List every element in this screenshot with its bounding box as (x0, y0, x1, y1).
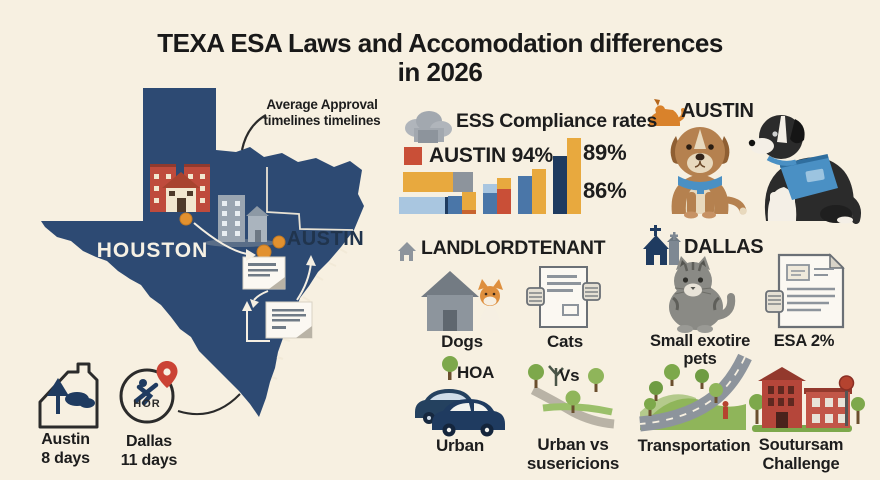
bar (532, 169, 546, 214)
esa-dog-illustration (748, 115, 861, 224)
dallas-timeline-label: Dallas 11 days (110, 432, 188, 470)
bar-cap (497, 178, 511, 189)
challenge-line2: Challenge (762, 455, 840, 473)
bar (567, 138, 581, 214)
church-icon (643, 225, 681, 265)
bar-cap (483, 184, 497, 193)
austin-timeline-days: 8 days (41, 450, 90, 467)
map-label-houston: HOUSTON (96, 239, 209, 262)
bar-base (462, 210, 476, 214)
urban-label: Urban (435, 436, 485, 455)
cats-item-icon (526, 266, 601, 328)
map-annotation: Average Approval timelines timelines (252, 97, 392, 129)
vs-text: Vs (559, 366, 580, 385)
location-pin-icon (156, 361, 178, 388)
bar-group (483, 178, 511, 214)
dallas-timeline-city: Dallas (126, 433, 172, 450)
challenge-line1: Soutursam (758, 436, 844, 454)
bar (483, 184, 497, 214)
gray-buildings-illustration (204, 195, 276, 247)
dogs-label: Dogs (441, 332, 483, 351)
urban-vs-line2: susericions (526, 454, 620, 473)
red-buildings-illustration (150, 164, 210, 212)
cats-label: Cats (546, 332, 584, 351)
puppy-illustration (670, 127, 747, 219)
small-exotic-pets-label: Small exotire pets (649, 332, 751, 369)
urban-vs-line1: Urban vs (537, 435, 609, 454)
dallas-section-heading: DALLAS (684, 236, 764, 258)
rate-value-bottom: 86% (583, 178, 627, 203)
rate-value-top: 89% (583, 140, 627, 165)
austin-section-heading: AUSTIN (681, 100, 754, 122)
austin-timeline-city: Austin (41, 431, 90, 448)
bar (448, 196, 462, 214)
austin-house-icon (38, 362, 99, 429)
challenge-label: Soutursam Challenge (750, 436, 852, 474)
esa-document-icon (765, 253, 845, 329)
austin-dog-icon (649, 99, 686, 126)
map-annotation-line1: Average Approval (266, 97, 378, 112)
legend-swatch-austin (404, 147, 422, 165)
cloud-icon (405, 111, 452, 143)
bar (462, 192, 476, 214)
urban-icon (415, 356, 505, 437)
hoa-badge: HOR (133, 398, 161, 410)
gray-cat-illustration (669, 256, 736, 333)
chart-title: ESS Compliance rates (456, 110, 657, 132)
house-icon (398, 242, 416, 261)
challenge-buildings-icon (749, 367, 865, 432)
annotation-connector-line (240, 114, 267, 151)
transportation-label: Transportation (637, 437, 751, 455)
map-label-austin: AUSTIN (286, 228, 365, 250)
bar (553, 156, 567, 214)
transportation-icon (639, 353, 752, 432)
map-document-cards (242, 256, 313, 339)
bar-group (518, 169, 546, 214)
austin-timeline-label: Austin 8 days (28, 430, 103, 468)
urban-vs-icon (528, 364, 615, 429)
map-annotation-line2: timelines timelines (263, 113, 381, 128)
esa-percent-label: ESA 2% (773, 332, 835, 350)
bar (497, 178, 511, 214)
poster-title-line2: in 2026 (397, 57, 483, 87)
map-route-dots (179, 212, 286, 260)
bar (518, 176, 532, 214)
dallas-hoa-circle-icon (119, 368, 241, 424)
dallas-timeline-days: 11 days (120, 452, 178, 469)
map-route-arrows (193, 222, 316, 342)
chart-legend-label: AUSTIN 94% (429, 144, 554, 167)
dogs-item-icon (421, 271, 503, 331)
bar-group (553, 138, 581, 214)
hoa-text: HOA (457, 363, 495, 382)
landlord-heading: LANDLORDTENANT (421, 237, 606, 259)
bar-group (448, 192, 476, 214)
poster-title-line1: TEXA ESA Laws and Accomodation differenc… (157, 28, 723, 58)
urban-vs-label: Urban vs susericions (524, 435, 622, 473)
